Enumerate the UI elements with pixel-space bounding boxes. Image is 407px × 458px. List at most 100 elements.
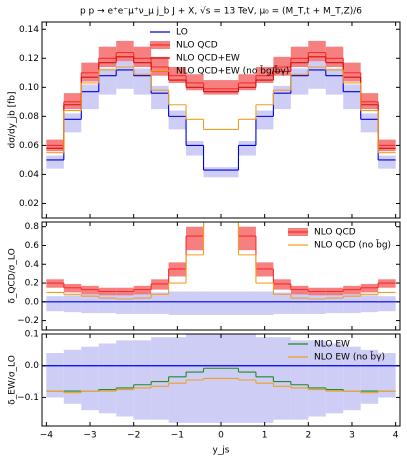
- band: [186, 334, 204, 423]
- band: [186, 74, 204, 91]
- band: [290, 340, 309, 420]
- y-tick-label: 0.12: [19, 54, 39, 64]
- y-tick-label: 0.02: [19, 199, 39, 209]
- band: [63, 349, 82, 404]
- legend-label: NLO QCD: [314, 228, 356, 238]
- x-tick-label: 0: [218, 431, 224, 441]
- band: [273, 85, 291, 110]
- band: [151, 56, 169, 76]
- y-tick-label: 0.2: [25, 279, 39, 289]
- band: [63, 93, 82, 110]
- band: [308, 340, 326, 417]
- band: [63, 295, 82, 313]
- band: [290, 46, 309, 68]
- x-tick-label: −1: [171, 431, 184, 441]
- band: [46, 296, 64, 312]
- band: [255, 110, 274, 130]
- y-tick-label: 0.14: [19, 25, 39, 35]
- legend-label: LO: [176, 28, 188, 38]
- x-tick-label: −2: [127, 431, 140, 441]
- y-axis-label: dσ/dy_jb [fb]: [8, 92, 18, 149]
- band: [290, 68, 309, 95]
- band: [168, 67, 187, 83]
- band: [308, 293, 326, 315]
- legend-label: NLO QCD (no b̄g): [314, 239, 391, 251]
- y-tick-label: 0.08: [19, 112, 39, 122]
- band: [343, 84, 361, 110]
- y-tick-label: 0.6: [25, 241, 40, 251]
- band: [133, 340, 152, 420]
- y-axis-label: δ_QCD/σ_LO: [8, 248, 18, 303]
- y-tick-label: 0.04: [19, 170, 39, 180]
- band: [238, 141, 256, 156]
- plot-area: [42, 334, 400, 423]
- band: [378, 296, 396, 312]
- band: [343, 346, 361, 411]
- band: [116, 293, 134, 315]
- band: [203, 80, 221, 95]
- y-tick-label: 0.10: [19, 83, 39, 93]
- band: [221, 161, 238, 199]
- legend-label: NLO QCD: [176, 41, 218, 51]
- band: [81, 84, 99, 110]
- y-tick-label: 0.06: [19, 141, 39, 151]
- y-tick-label: −0.2: [17, 316, 39, 326]
- x-tick-label: −4: [40, 431, 54, 441]
- band: [325, 68, 344, 95]
- band: [46, 155, 64, 169]
- plot-area: [46, 40, 396, 178]
- y-tick-label: 0.1: [25, 330, 39, 340]
- band: [343, 294, 361, 314]
- band: [238, 74, 256, 91]
- band: [81, 346, 99, 411]
- band: [81, 294, 99, 314]
- band: [255, 291, 274, 315]
- band: [255, 67, 274, 83]
- legend-label: NLO QCD+EW (no b̄g/b̄γ): [176, 65, 289, 77]
- band: [360, 349, 379, 404]
- band: [133, 46, 152, 68]
- y-tick-label: 0.0: [25, 361, 40, 371]
- band: [133, 292, 152, 315]
- band: [221, 291, 239, 315]
- band: [98, 343, 117, 414]
- band: [81, 62, 99, 82]
- band: [221, 80, 239, 95]
- band: [98, 46, 117, 68]
- band: [116, 40, 134, 62]
- band: [186, 291, 204, 315]
- band: [238, 226, 256, 251]
- band: [378, 155, 396, 169]
- band: [151, 337, 169, 420]
- band: [204, 161, 221, 199]
- band: [168, 291, 187, 315]
- band: [133, 68, 152, 95]
- band: [238, 334, 256, 423]
- x-axis-label: y_js: [212, 446, 229, 456]
- band: [378, 353, 396, 398]
- band: [98, 293, 117, 314]
- legend-label: NLO EW: [314, 340, 350, 350]
- band: [151, 85, 169, 110]
- band: [168, 110, 187, 130]
- y-tick-label: 0.8: [25, 222, 40, 232]
- chart-title: p p → e⁺e⁻μ⁺ν_μ j_b J + X, √s = 13 TeV, …: [80, 6, 362, 17]
- band: [360, 295, 379, 313]
- legend-label: NLO QCD+EW: [176, 54, 240, 64]
- y-tick-label: 0.0: [25, 297, 40, 307]
- band: [360, 113, 379, 133]
- band: [98, 68, 117, 95]
- band: [46, 353, 64, 398]
- y-tick-label: 0.4: [25, 260, 40, 270]
- y-axis-label: δ_EW/σ_LO: [8, 355, 18, 405]
- band: [221, 167, 239, 178]
- x-tick-label: 3: [349, 431, 355, 441]
- y-tick-label: −0.1: [17, 393, 39, 403]
- band: [203, 291, 221, 315]
- band: [168, 337, 187, 423]
- band: [325, 293, 344, 314]
- band: [325, 46, 344, 68]
- band: [151, 292, 169, 315]
- frame: [41, 21, 401, 219]
